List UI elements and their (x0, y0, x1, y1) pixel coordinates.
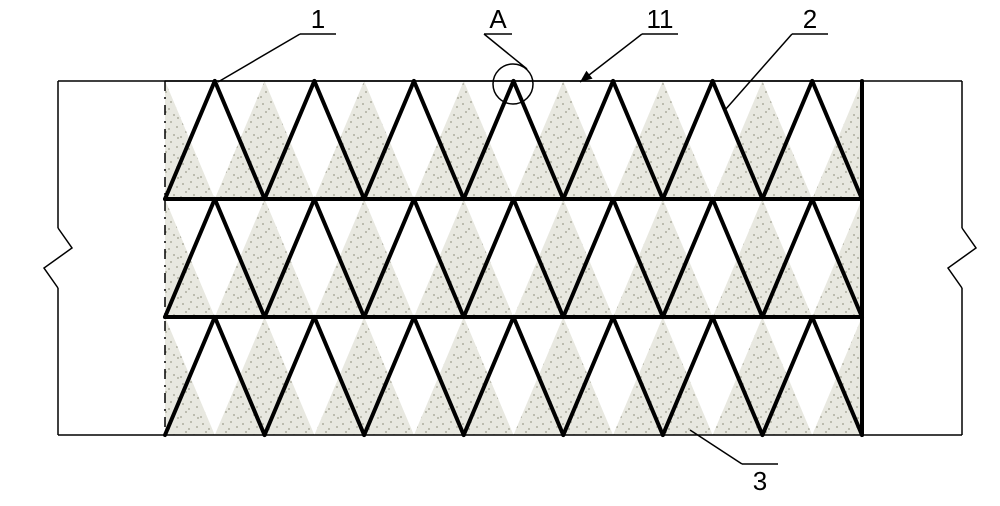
leader-line-one (218, 34, 300, 82)
leader-line-A (484, 34, 527, 69)
label-three: 3 (753, 466, 767, 496)
label-two: 2 (803, 4, 817, 34)
break-mark (44, 228, 72, 288)
break-mark (948, 228, 976, 288)
label-one: 1 (311, 4, 325, 34)
label-eleven: 11 (647, 4, 674, 34)
label-A: A (489, 4, 507, 34)
